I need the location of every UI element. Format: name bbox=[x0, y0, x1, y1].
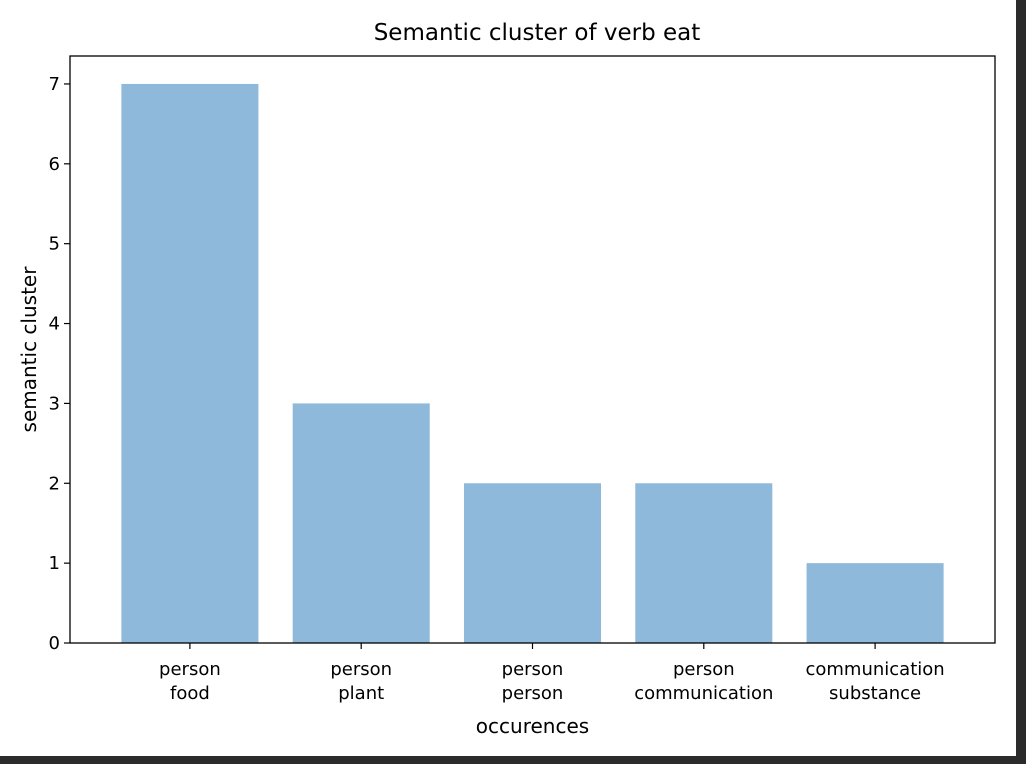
y-tick-label: 4 bbox=[49, 314, 60, 335]
bar-2 bbox=[463, 483, 602, 643]
x-tick-label-line: person bbox=[673, 659, 735, 680]
x-tick-label-line: food bbox=[170, 683, 210, 704]
y-tick-label: 7 bbox=[49, 74, 60, 95]
x-tick-label-line: person bbox=[502, 683, 564, 704]
bar-1 bbox=[292, 403, 430, 643]
y-tick-label: 6 bbox=[49, 154, 60, 175]
y-axis-label: semantic cluster bbox=[17, 266, 41, 433]
x-tick-label-line: plant bbox=[338, 683, 384, 704]
x-tick-label-line: person bbox=[502, 659, 564, 680]
x-tick-label-line: person bbox=[159, 659, 221, 680]
bars-group bbox=[121, 83, 944, 643]
y-tick-label: 5 bbox=[49, 234, 60, 255]
y-tick-label: 0 bbox=[49, 633, 60, 654]
y-tick-label: 1 bbox=[49, 553, 60, 574]
bar-4 bbox=[806, 563, 944, 643]
x-axis-label: occurences bbox=[476, 714, 589, 738]
bar-3 bbox=[635, 483, 773, 643]
x-tick-label: person food bbox=[159, 659, 221, 704]
x-tick-label: person plant bbox=[330, 659, 392, 704]
bar-chart: Semantic cluster of verb eat 0 1 2 3 4 5 6 7 pe… bbox=[17, 20, 996, 738]
x-tick-label-line: person bbox=[330, 659, 392, 680]
chart-title: Semantic cluster of verb eat bbox=[374, 20, 701, 46]
x-axis: person food person plant person person person c… bbox=[159, 643, 945, 704]
window-edge-right bbox=[1016, 0, 1026, 764]
x-tick-label: person person bbox=[502, 659, 564, 704]
x-tick-label-line: communication bbox=[634, 683, 773, 704]
window-edge-bottom bbox=[0, 756, 1026, 764]
y-tick-label: 2 bbox=[49, 473, 60, 494]
x-tick-label-line: communication bbox=[805, 659, 944, 680]
x-tick-label: communication substance bbox=[805, 659, 944, 704]
x-tick-label-line: substance bbox=[829, 683, 921, 704]
x-tick-label: person communication bbox=[634, 659, 773, 704]
y-tick-label: 3 bbox=[49, 393, 60, 414]
y-axis: 0 1 2 3 4 5 6 7 bbox=[49, 74, 70, 654]
chart-figure: Semantic cluster of verb eat 0 1 2 3 4 5 6 7 pe… bbox=[17, 20, 996, 738]
plot-frame bbox=[69, 55, 996, 644]
bar-0 bbox=[121, 83, 259, 643]
